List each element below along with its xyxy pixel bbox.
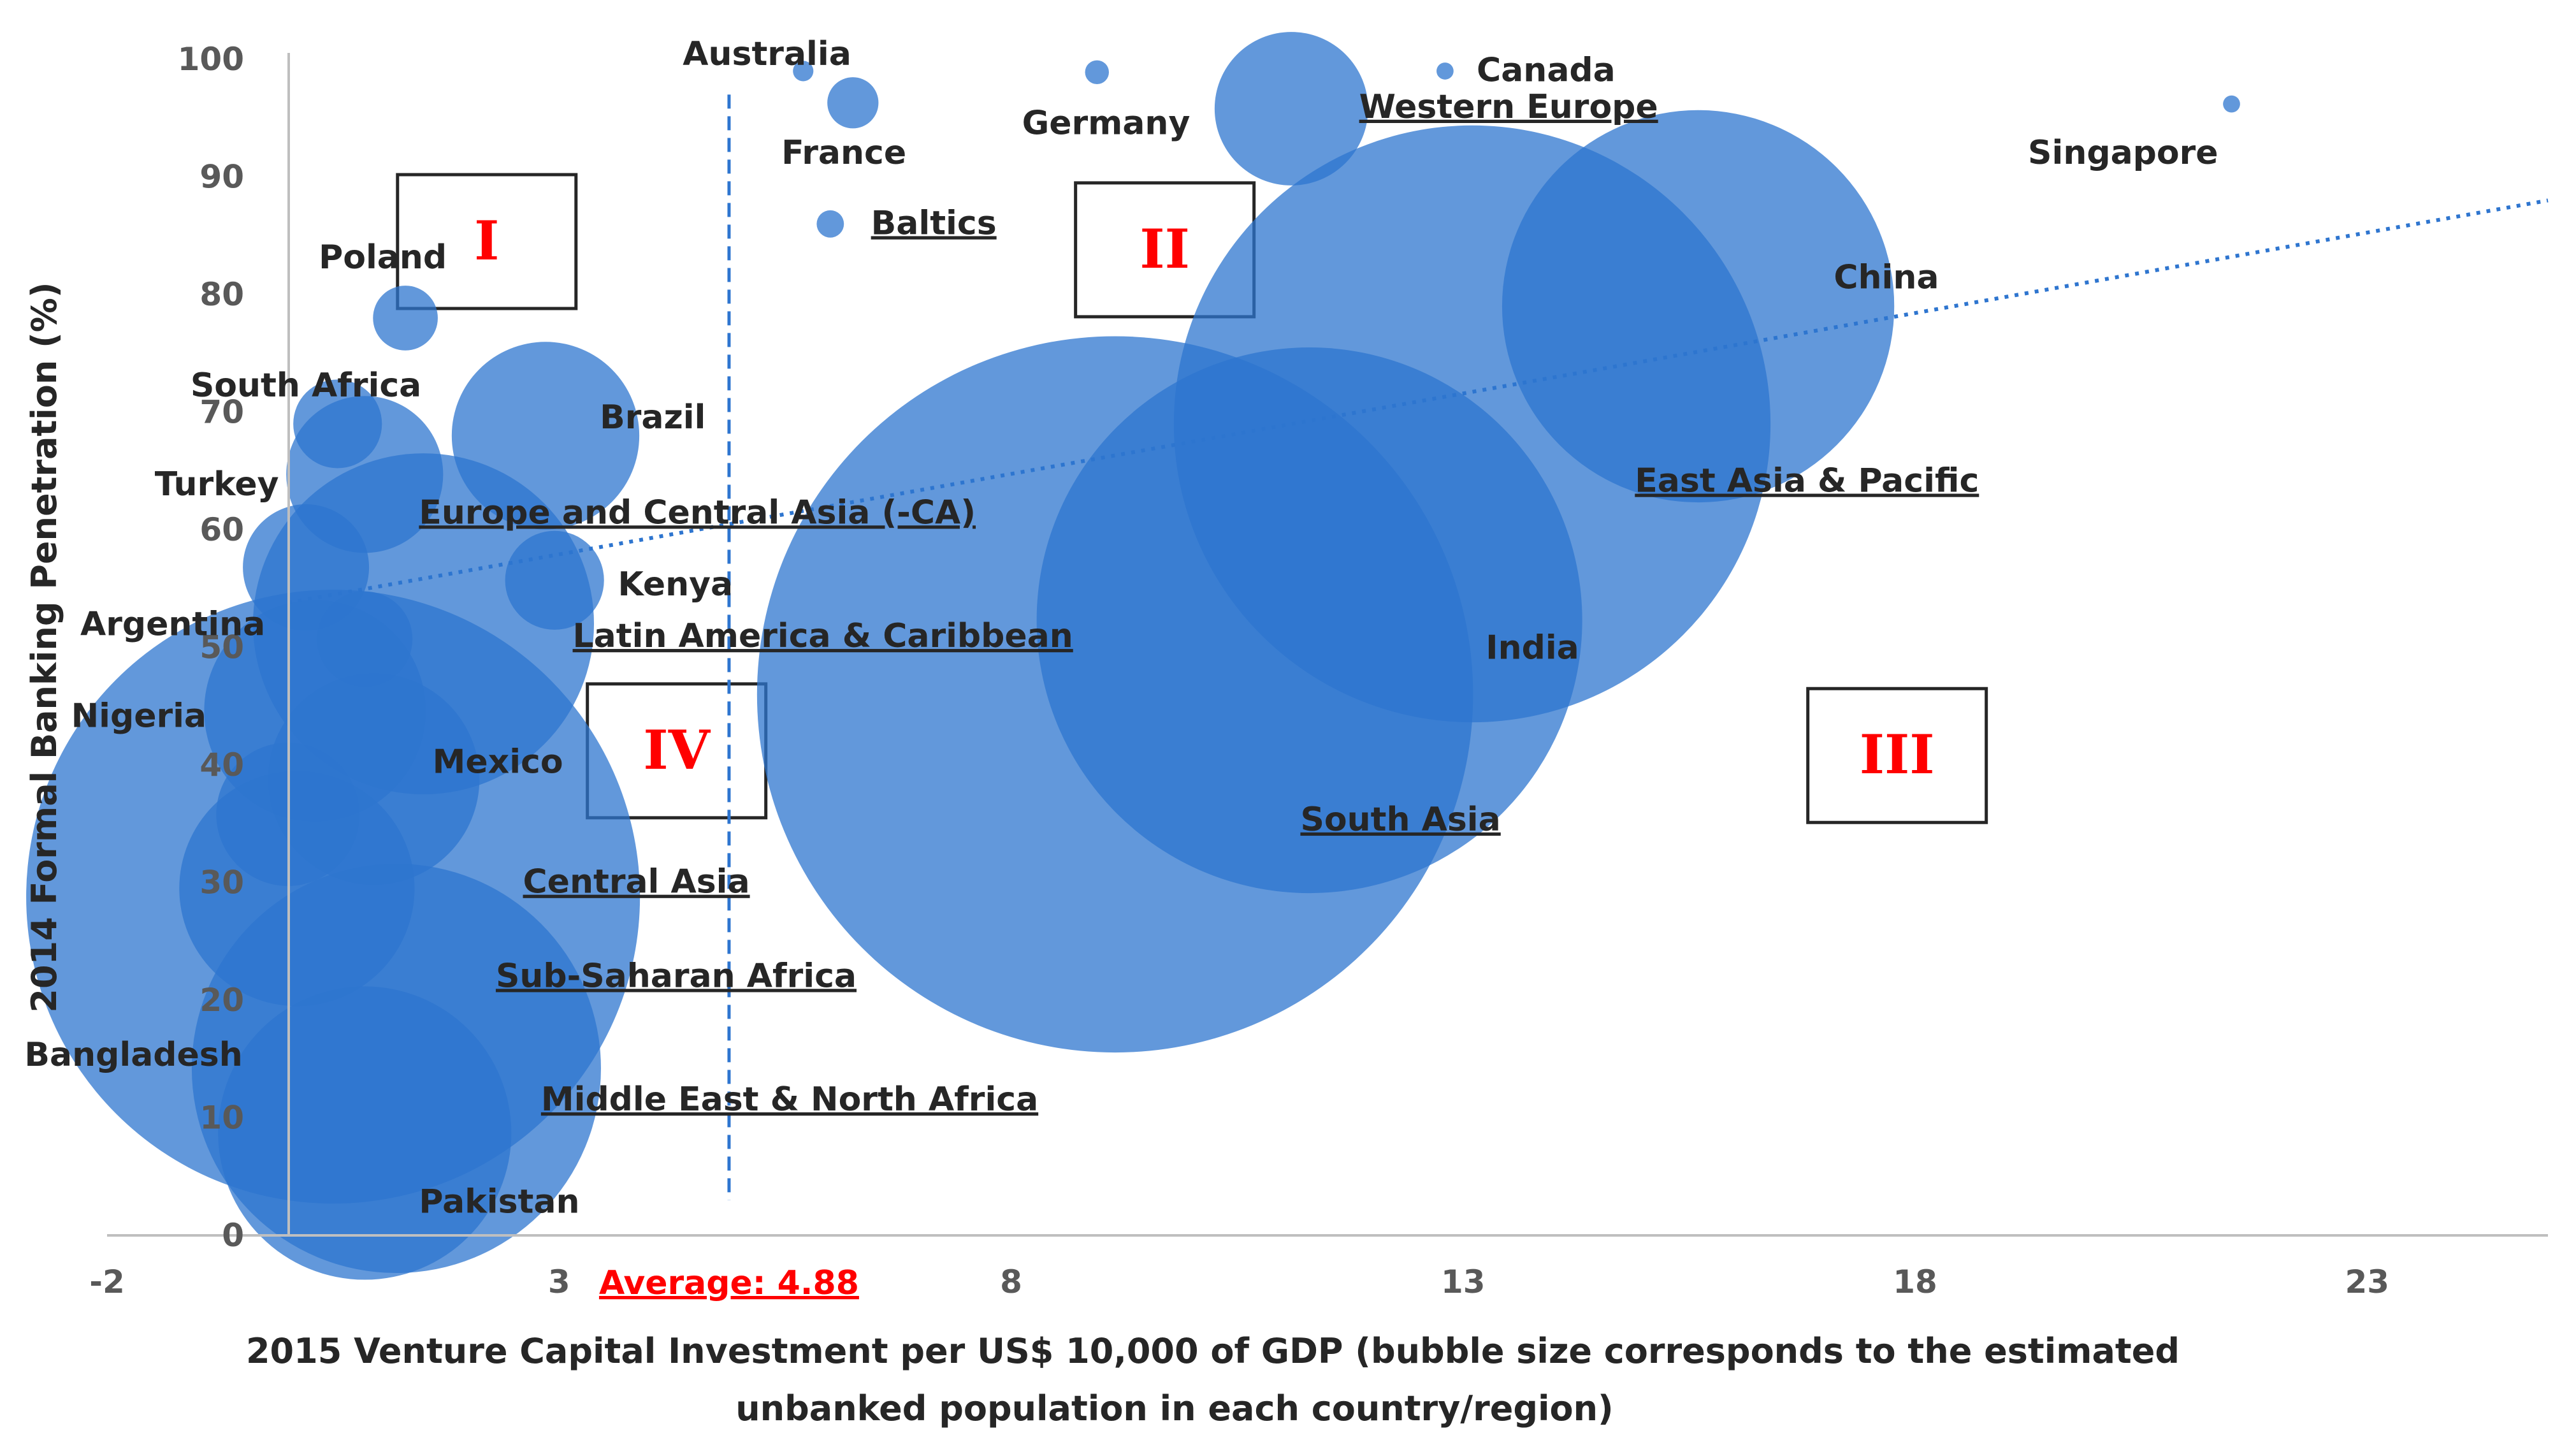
bubble-western-europe (1214, 32, 1368, 185)
quadrant-box-i (396, 173, 578, 310)
x-axis-title-line-2: unbanked population in each country/regi… (735, 1388, 1614, 1429)
bubble-singapore (2223, 95, 2240, 113)
bubble-latin-america-caribbean (317, 591, 413, 687)
y-tick-label: 90 (199, 159, 244, 196)
label-australia: Australia (683, 35, 851, 73)
x-tick-label: -2 (89, 1263, 125, 1300)
bubble-poland (373, 286, 438, 351)
bubble-canada (1436, 62, 1454, 80)
quadrant-label-i: I (474, 209, 499, 272)
quadrant-label-iii: III (1860, 723, 1935, 786)
label-bangladesh: Bangladesh (24, 1036, 242, 1074)
label-europe-and-central-asia-ca: Europe and Central Asia (-CA) (419, 493, 976, 532)
label-poland: Poland (319, 238, 447, 277)
x-tick-label: 18 (1893, 1263, 1937, 1300)
label-pakistan: Pakistan (419, 1182, 579, 1221)
quadrant-label-ii: II (1140, 217, 1190, 280)
label-sub-saharan-africa: Sub-Saharan Africa (496, 957, 857, 995)
label-mexico: Mexico (433, 743, 563, 781)
x-tick-label: 8 (1000, 1263, 1022, 1300)
average-label: Average: 4.88 (599, 1264, 859, 1302)
bubbles-layer (26, 32, 2240, 1280)
y-tick-label: 100 (178, 41, 244, 78)
x-tick-label: 3 (548, 1263, 570, 1300)
label-south-africa: South Africa (191, 367, 421, 405)
label-baltics: Baltics (871, 204, 997, 242)
label-canada: Canada (1477, 52, 1616, 90)
bubble-south-africa (293, 379, 382, 469)
y-tick-label: 30 (199, 864, 244, 901)
y-tick-label: 50 (199, 629, 244, 666)
label-east-asia-pacific: East Asia & Pacific (1635, 462, 1979, 500)
x-tick-label: 13 (1441, 1263, 1486, 1300)
bubble-india (1036, 347, 1582, 894)
y-tick-label: 20 (199, 982, 244, 1019)
bubble-china (1501, 110, 1895, 503)
label-kenya: Kenya (618, 565, 733, 604)
y-tick-label: 60 (199, 511, 244, 548)
label-central-asia: Central Asia (523, 863, 750, 901)
label-south-asia: South Asia (1300, 801, 1500, 839)
label-china: China (1834, 258, 1939, 296)
axes-layer (107, 53, 2548, 1237)
label-singapore: Singapore (2028, 134, 2218, 172)
y-tick-label: 0 (222, 1217, 244, 1254)
bubble-argentina (243, 504, 370, 631)
bubble-brazil (451, 342, 640, 530)
label-turkey: Turkey (155, 465, 279, 504)
label-germany: Germany (1022, 105, 1190, 143)
y-tick-label: 80 (199, 276, 244, 313)
label-latin-america-caribbean: Latin America & Caribbean (573, 617, 1073, 655)
x-axis-title-line-1: 2015 Venture Capital Investment per US$ … (246, 1331, 2180, 1371)
x-tick-label: 23 (2345, 1263, 2389, 1300)
bubble-germany (1085, 60, 1110, 85)
label-western-europe: Western Europe (1359, 88, 1658, 126)
quadrant-box-iii (1806, 687, 1988, 824)
y-tick-label: 10 (199, 1100, 244, 1137)
y-axis-title: 2014 Formal Banking Penetration (%) (24, 282, 64, 1012)
quadrant-label-iv: IV (643, 718, 711, 782)
label-middle-east-north-africa: Middle East & North Africa (541, 1080, 1038, 1119)
bubble-pakistan (218, 986, 512, 1280)
label-argentina: Argentina (80, 606, 265, 644)
label-india: India (1486, 629, 1579, 667)
bubble-france (827, 77, 879, 129)
y-tick-label: 40 (199, 746, 244, 783)
tick-labels-layer: 0 10 20 30 40 50 60 70 80 90 100 -2 3 8 13 18 23 (89, 41, 2389, 1300)
label-nigeria: Nigeria (71, 697, 206, 736)
bubble-australia (793, 61, 814, 82)
label-france: France (781, 134, 906, 172)
label-brazil: Brazil (600, 398, 706, 437)
y-tick-label: 70 (199, 394, 244, 431)
bubble-kenya (505, 530, 604, 630)
bubble-baltics (816, 210, 844, 238)
